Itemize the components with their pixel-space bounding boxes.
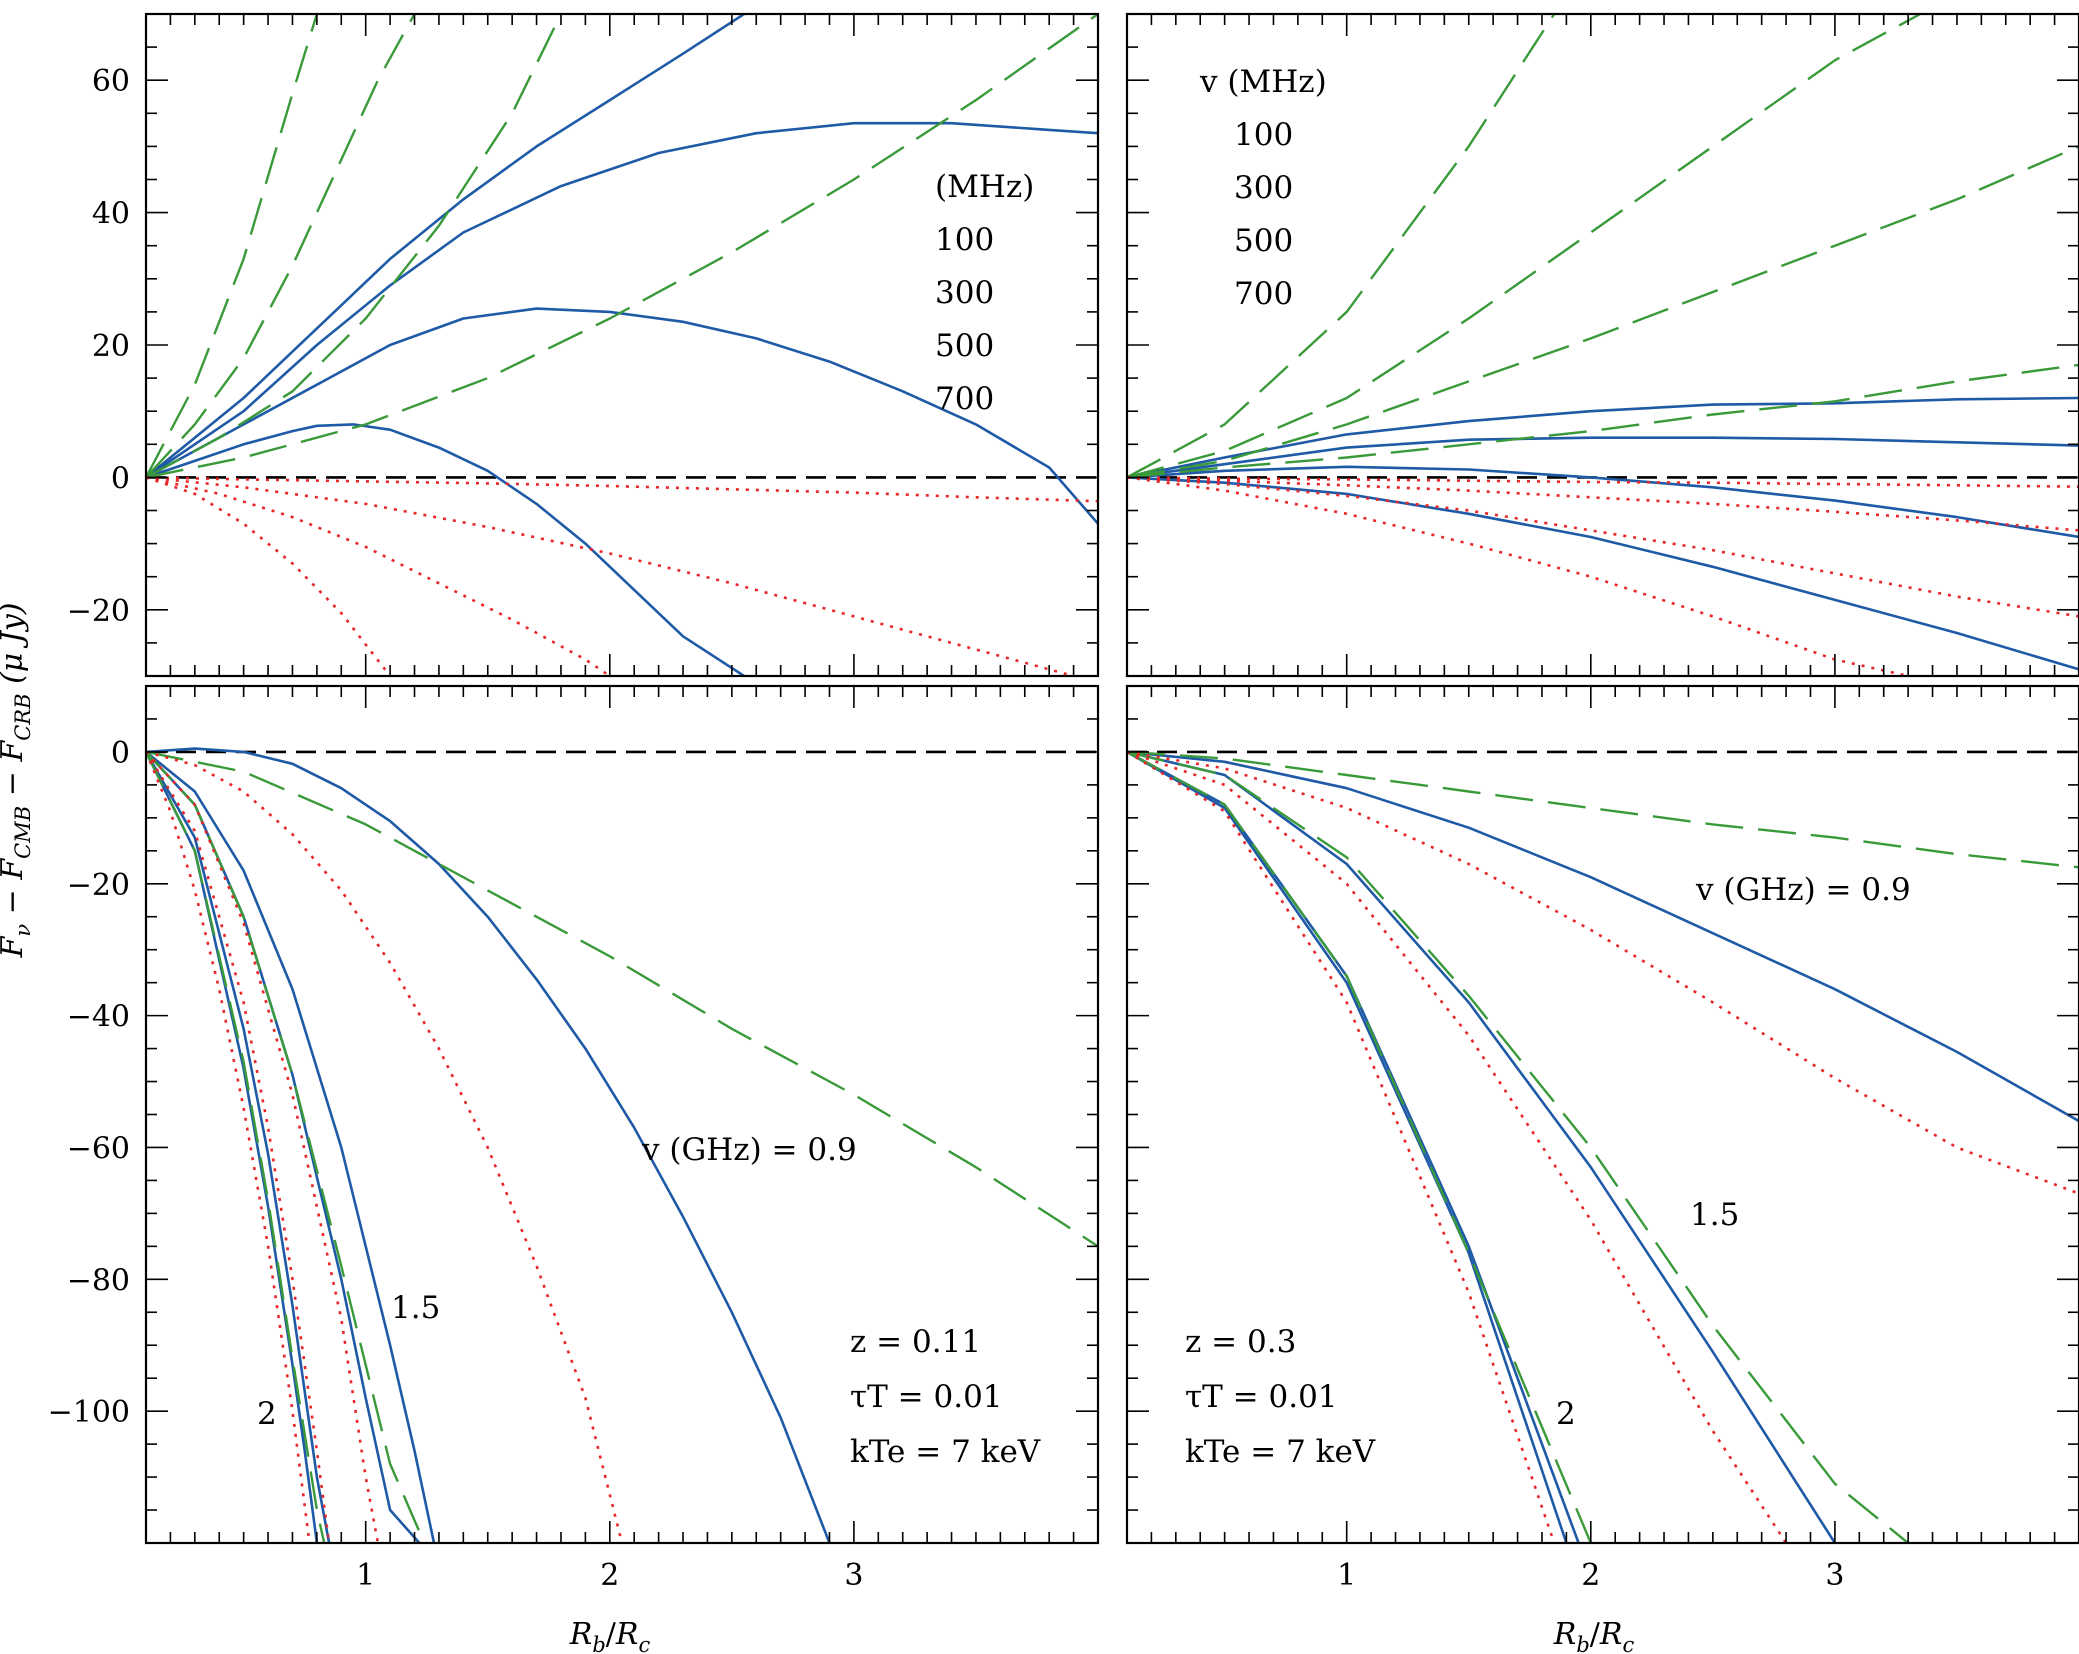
series-dotted-11 (1127, 476, 1909, 676)
series-dotted-10 (146, 476, 611, 676)
annotation-freq-3: 500 (1234, 223, 1293, 259)
series-dotted-11 (146, 476, 392, 676)
y-tick-label: 20 (92, 329, 130, 364)
series-solid-3 (1127, 750, 1568, 1543)
y-tick-label: −100 (48, 1395, 130, 1430)
series-solid-0 (146, 423, 745, 676)
series-dashed-5 (1127, 750, 1909, 1543)
annotation-freq-2: 300 (935, 275, 994, 311)
series-dotted-9 (146, 751, 380, 1543)
annotation-curve-label-1.5: 1.5 (391, 1290, 440, 1326)
series-solid-4 (146, 751, 331, 1543)
series-dashed-6 (146, 14, 563, 479)
annotation-optical-depth: τT = 0.01 (850, 1379, 1003, 1415)
annotation-curve-label-0.9: v (GHz) = 0.9 (1695, 872, 1911, 908)
series-dashed-6 (1127, 750, 1592, 1543)
series-dotted-7 (1127, 750, 2079, 1195)
series-solid-3 (146, 14, 745, 479)
series-dotted-9 (1127, 750, 1556, 1543)
series-dashed-5 (1127, 14, 1921, 479)
series-dashed-7 (1127, 363, 2079, 479)
annotations-top-left: (MHz) 100 300 500 700 (935, 169, 1034, 417)
annotation-curve-label-2: 2 (257, 1396, 277, 1432)
series-dotted-8 (1127, 750, 1788, 1543)
y-tick-label: 60 (92, 64, 130, 99)
series-dotted-9 (1127, 476, 2079, 532)
panel-top-left: −20 0 20 40 60 (67, 12, 1100, 678)
series-solid-2 (1127, 465, 2079, 539)
series-dashed-6 (1127, 145, 2079, 479)
x-tick-label: 3 (844, 1558, 863, 1593)
x-tick-label: 1 (356, 1558, 375, 1593)
series-dashed-4 (1127, 14, 1556, 479)
plot-frame (1125, 12, 2079, 678)
annotation-freq-1: 100 (935, 222, 994, 258)
annotation-curve-label-0.9: v (GHz) = 0.9 (641, 1132, 857, 1168)
series-solid-1 (146, 307, 1098, 525)
annotation-curve-label-1.5: 1.5 (1690, 1197, 1739, 1233)
annotations-bottom-right: v (GHz) = 0.9 1.5 2 z = 0.3 τT = 0.01 kT… (1185, 872, 1911, 1470)
series-group (146, 747, 1098, 1543)
y-axis-label: Fν − FCMB − FCRB (μ Jy) (0, 603, 35, 959)
panel-bottom-right: 1 2 3 (1125, 684, 2079, 1593)
x-tick-label: 3 (1825, 1558, 1844, 1593)
series-dashed-5 (146, 750, 1098, 1248)
series-solid-1 (146, 750, 436, 1543)
annotation-temperature: kTe = 7 keV (1185, 1434, 1376, 1470)
series-solid-0 (146, 747, 831, 1543)
series-solid-3 (1127, 476, 2079, 671)
series-solid-0 (1127, 750, 2079, 1123)
series-dashed-6 (146, 751, 426, 1543)
panel-bottom-left: −100 −80 −60 −40 −20 0 1 2 3 (48, 684, 1100, 1593)
series-dotted-10 (1127, 476, 2079, 618)
series-dotted-9 (146, 476, 1074, 676)
x-axis-label-left: Rb/Rc (569, 1617, 651, 1654)
y-tick-label: −40 (67, 1000, 130, 1035)
y-tick-label: −20 (67, 868, 130, 903)
series-dotted-11 (146, 751, 311, 1543)
x-tick-label: 2 (1581, 1558, 1600, 1593)
x-axis-label-right: Rb/Rc (1553, 1617, 1635, 1654)
series-dashed-4 (146, 14, 319, 478)
annotation-freq-2: 300 (1234, 170, 1293, 206)
y-tick-label: −80 (67, 1263, 130, 1298)
annotation-freq-4: 700 (935, 381, 994, 417)
series-solid-3 (146, 751, 319, 1543)
x-tick-label: 1 (1337, 1558, 1356, 1593)
series-group (1127, 14, 2079, 676)
annotation-temperature: kTe = 7 keV (850, 1434, 1041, 1470)
annotations-bottom-left: v (GHz) = 0.9 1.5 2 z = 0.11 τT = 0.01 k… (257, 1132, 1041, 1470)
y-tick-label: 0 (111, 736, 130, 771)
series-dashed-7 (146, 14, 1098, 479)
x-tick-label: 2 (600, 1558, 619, 1593)
annotation-optical-depth: τT = 0.01 (1185, 1379, 1338, 1415)
series-dotted-8 (146, 750, 624, 1543)
y-tick-label: 0 (111, 461, 130, 496)
annotation-freq-1: 100 (1234, 117, 1293, 153)
annotation-unit: v (MHz) (1199, 64, 1327, 100)
annotations-top-right: v (MHz) 100 300 500 700 (1199, 64, 1327, 312)
annotation-unit: (MHz) (935, 169, 1034, 205)
y-tick-label: −60 (67, 1131, 130, 1166)
annotation-curve-label-2: 2 (1556, 1396, 1576, 1432)
series-dashed-5 (146, 14, 416, 479)
annotation-redshift: z = 0.3 (1185, 1324, 1296, 1360)
series-solid-2 (146, 751, 421, 1543)
series-solid-2 (146, 121, 1098, 479)
panel-top-right (1125, 12, 2079, 678)
series-solid-1 (1127, 750, 1836, 1543)
series-dashed-4 (1127, 750, 2079, 869)
y-tick-label: −20 (67, 594, 130, 629)
series-group (146, 14, 1098, 676)
annotation-freq-3: 500 (935, 328, 994, 364)
annotation-redshift: z = 0.11 (850, 1324, 981, 1360)
y-tick-label: 40 (92, 197, 130, 232)
series-dashed-7 (146, 751, 326, 1543)
annotation-freq-4: 700 (1234, 276, 1293, 312)
series-solid-1 (1127, 436, 2079, 479)
series-dotted-10 (146, 751, 331, 1543)
series-group (1127, 750, 2079, 1543)
series-dotted-8 (146, 476, 1098, 503)
